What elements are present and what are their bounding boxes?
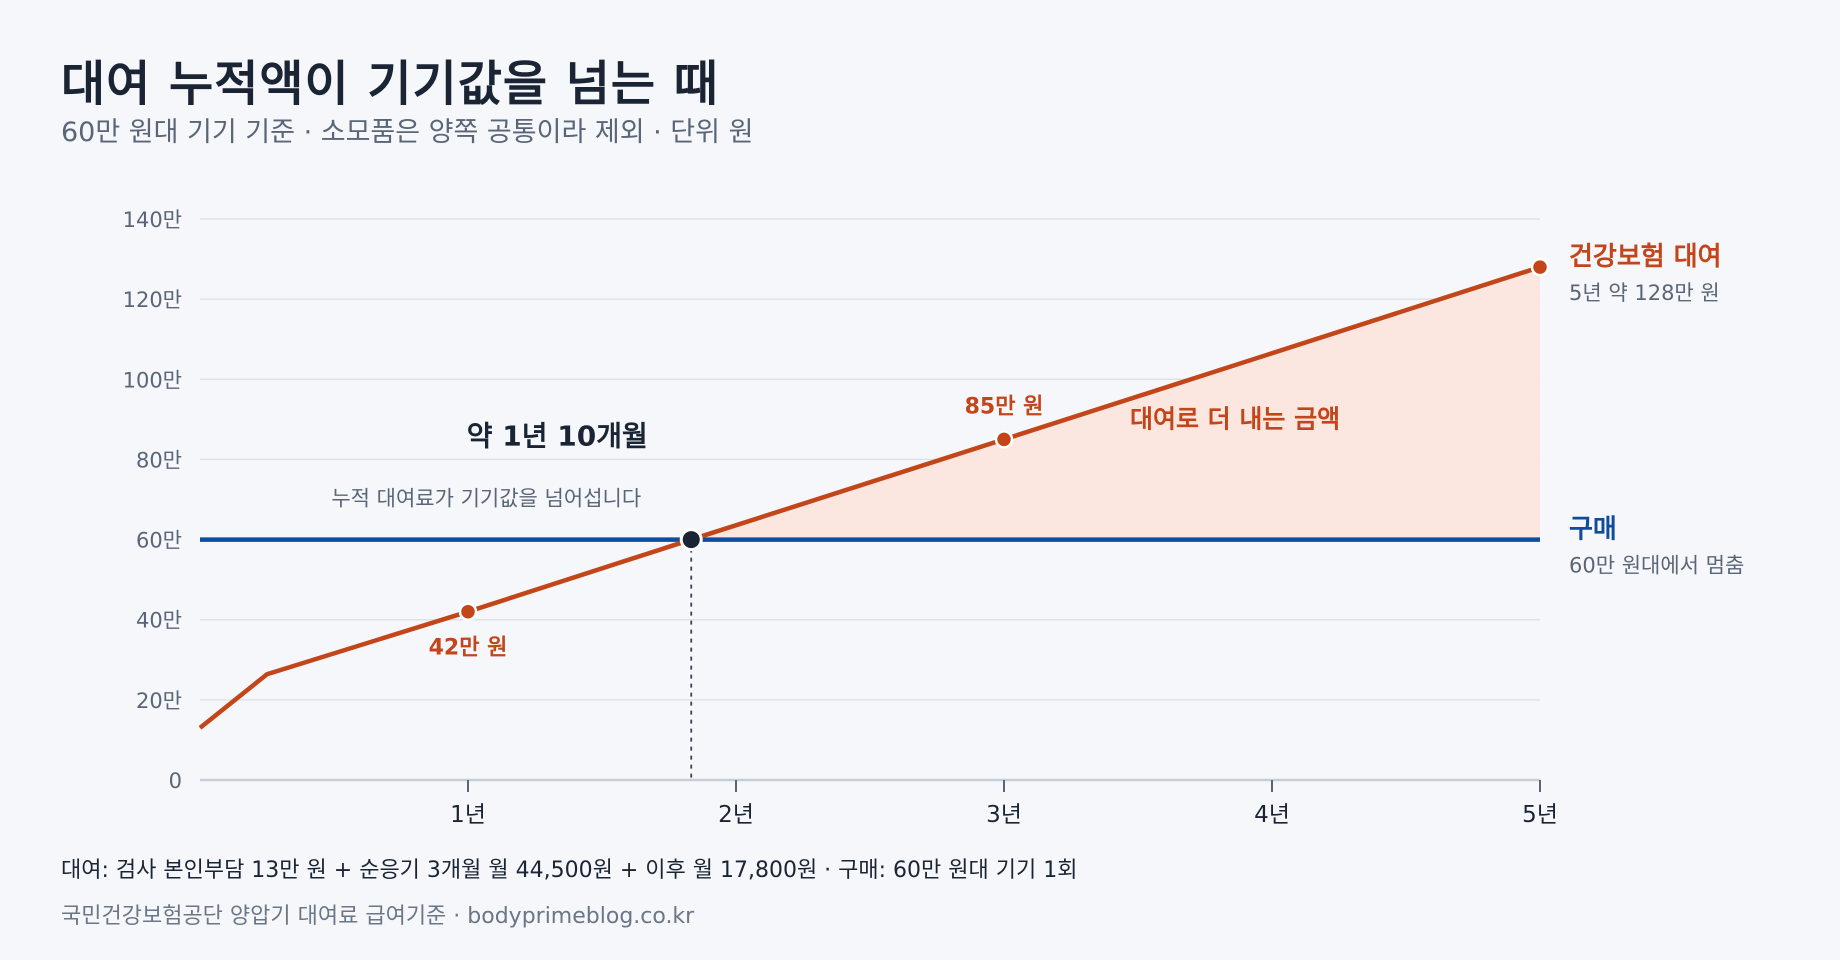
source-note: 국민건강보험공단 양압기 대여료 급여기준 · bodyprimeblog.co…	[61, 904, 695, 929]
chart-title: 대여 누적액이 기기값을 넘는 때	[61, 56, 719, 112]
crossing-caption: 누적 대여료가 기기값을 넘어섭니다	[331, 486, 641, 510]
y-tick-label: 0	[169, 769, 182, 793]
y-tick-label: 140만	[123, 208, 182, 232]
footnote: 대여: 검사 본인부담 13만 원 + 순응기 3개월 월 44,500원 + …	[61, 858, 1078, 883]
legend-purchase-label: 구매	[1569, 515, 1617, 545]
data-point	[994, 430, 1014, 449]
rental-end-point	[1530, 257, 1550, 277]
x-tick-label: 4년	[1254, 802, 1290, 828]
crossing-title: 약 1년 10개월	[467, 419, 648, 452]
extra-cost-area-label: 대여로 더 내는 금액	[1130, 404, 1340, 433]
rental-series-line	[198, 264, 1541, 730]
x-tick-label: 2년	[718, 802, 754, 828]
legend-rental-label: 건강보험 대여	[1569, 242, 1722, 272]
y-tick-label: 60만	[136, 529, 182, 553]
legend-purchase-sublabel: 60만 원대에서 멈춤	[1569, 554, 1744, 578]
crossing-point	[679, 528, 703, 552]
y-tick-label: 20만	[136, 689, 182, 713]
y-tick-label: 40만	[136, 609, 182, 633]
data-label: 85만 원	[965, 394, 1044, 419]
y-tick-label: 100만	[123, 368, 182, 392]
legend-rental-sublabel: 5년 약 128만 원	[1569, 281, 1720, 305]
extra-cost-area	[691, 267, 1540, 540]
y-tick-label: 120만	[123, 288, 182, 312]
data-label: 42만 원	[429, 636, 508, 661]
x-tick-label: 1년	[450, 802, 486, 828]
y-tick-label: 80만	[136, 448, 182, 472]
x-tick-label: 5년	[1522, 802, 1558, 828]
data-point	[458, 602, 478, 621]
x-tick-label: 3년	[986, 802, 1022, 828]
chart-subtitle: 60만 원대 기기 기준 · 소모품은 양쪽 공통이라 제외 · 단위 원	[61, 117, 754, 148]
